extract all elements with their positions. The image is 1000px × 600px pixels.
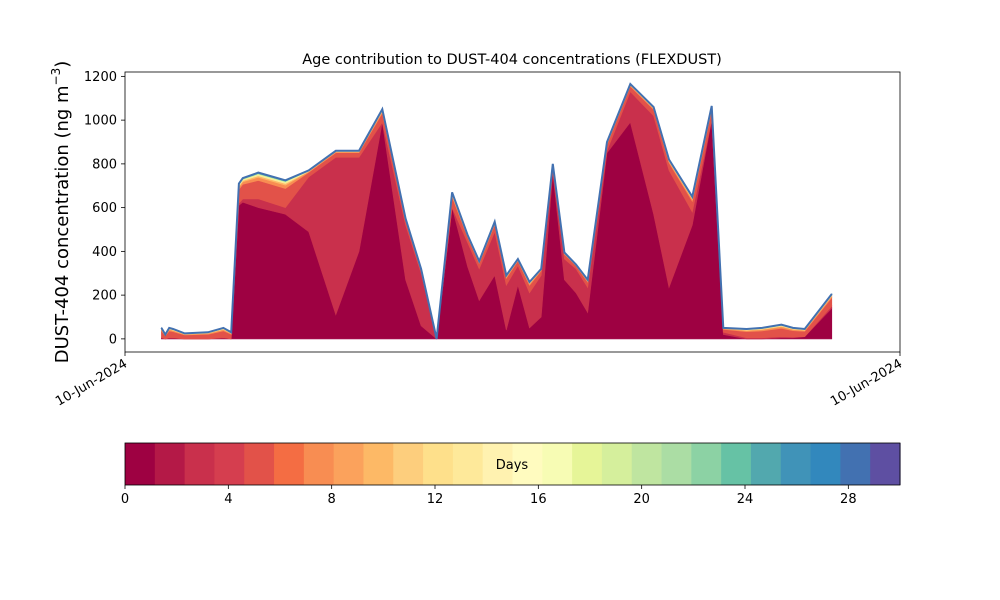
colorbar-segment <box>393 443 424 485</box>
colorbar-segment <box>840 443 871 485</box>
colorbar-segment <box>721 443 752 485</box>
y-tick-label: 600 <box>92 201 117 216</box>
colorbar-tick-label: 28 <box>840 492 857 507</box>
colorbar-segment <box>870 443 901 485</box>
colorbar-segment <box>572 443 603 485</box>
colorbar-tick-label: 12 <box>427 492 444 507</box>
y-tick-label: 400 <box>92 245 117 260</box>
plot-frame <box>124 71 901 353</box>
colorbar-segment <box>154 443 186 485</box>
colorbar-tick-label: 8 <box>328 492 336 507</box>
colorbar-label: Days <box>496 458 529 473</box>
colorbar-segment <box>333 443 365 485</box>
colorbar-segment <box>750 443 782 485</box>
colorbar-segment <box>482 443 514 485</box>
colorbar-segment <box>423 443 454 485</box>
colorbar-segment <box>810 443 841 485</box>
x-tick-label: 10-Jun-2024 <box>53 356 130 409</box>
colorbar-segment <box>184 443 216 485</box>
colorbar-segment <box>125 443 156 485</box>
y-tick-label: 0 <box>109 332 117 347</box>
colorbar-tick-label: 0 <box>121 492 129 507</box>
colorbar-segment <box>214 443 245 485</box>
y-axis: 0 200 400 600 800 1000 1200 <box>84 70 125 347</box>
colorbar: 0 4 8 12 16 20 24 28 <box>121 442 901 507</box>
colorbar-segment <box>274 443 305 485</box>
colorbar-segment <box>512 443 543 485</box>
y-axis-label: DUST-404 concentration (ng m−3) <box>49 61 73 364</box>
colorbar-tick-label: 4 <box>224 492 232 507</box>
colorbar-tick-label: 20 <box>633 492 650 507</box>
y-tick-label: 800 <box>92 157 117 172</box>
colorbar-segment <box>244 443 275 485</box>
colorbar-segment <box>452 443 484 485</box>
y-tick-label: 1000 <box>84 114 117 129</box>
colorbar-segment <box>363 443 394 485</box>
plot-area <box>124 71 901 353</box>
x-axis: 10-Jun-2024 10-Jun-2024 <box>53 352 905 409</box>
colorbar-segment <box>780 443 812 485</box>
colorbar-segment <box>691 443 722 485</box>
colorbar-tick-label: 24 <box>737 492 754 507</box>
colorbar-segment <box>661 443 692 485</box>
total-line <box>160 82 833 340</box>
y-tick-label: 1200 <box>84 70 117 85</box>
y-axis-label-close: ) <box>52 61 73 68</box>
y-axis-label-main: DUST-404 concentration (ng m <box>52 85 73 363</box>
chart-title: Age contribution to DUST-404 concentrati… <box>302 52 722 68</box>
x-tick-label: 10-Jun-2024 <box>828 356 905 409</box>
colorbar-segment <box>601 443 633 485</box>
colorbar-segment <box>542 443 573 485</box>
y-tick-label: 200 <box>92 289 117 304</box>
colorbar-frame <box>124 442 901 486</box>
colorbar-segment <box>631 443 663 485</box>
colorbar-tick-label: 16 <box>530 492 547 507</box>
y-axis-label-exponent: −3 <box>49 68 63 86</box>
colorbar-segment <box>303 443 335 485</box>
